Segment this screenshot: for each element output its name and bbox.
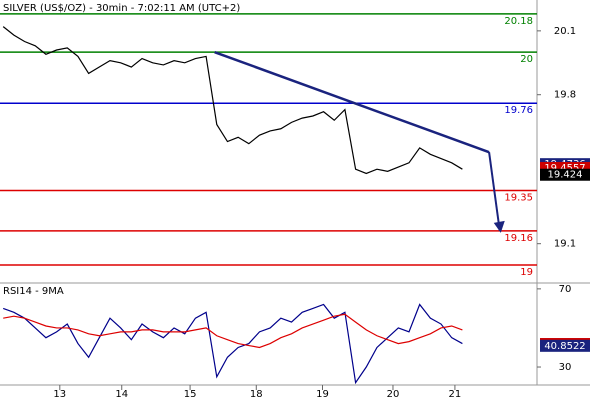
x-tick-label: 14 bbox=[115, 389, 128, 400]
y-tick-label: 19.1 bbox=[554, 239, 576, 250]
level-label: 19 bbox=[520, 267, 533, 278]
price-label-box bbox=[540, 168, 590, 181]
level-label: 20 bbox=[520, 54, 533, 65]
price-label: 19.424 bbox=[548, 170, 583, 181]
y-tick-label: 30 bbox=[559, 362, 572, 373]
x-tick-label: 20 bbox=[387, 389, 400, 400]
x-tick-label: 19 bbox=[316, 389, 329, 400]
level-label: 19.76 bbox=[504, 105, 533, 116]
y-tick-label: 70 bbox=[559, 284, 572, 295]
trendline bbox=[214, 50, 490, 154]
level-label: 19.16 bbox=[504, 233, 533, 244]
arrow-line bbox=[488, 152, 501, 232]
x-tick-label: 18 bbox=[250, 389, 263, 400]
y-tick-label: 20.1 bbox=[554, 26, 576, 37]
price-label-box bbox=[540, 339, 590, 352]
x-tick-label: 13 bbox=[53, 389, 66, 400]
series-line bbox=[3, 313, 463, 349]
y-tick-label: 19.8 bbox=[554, 90, 576, 101]
level-label: 20.18 bbox=[504, 16, 533, 27]
chart-title: SILVER (US$/OZ) - 30min - 7:02:11 AM (UT… bbox=[3, 3, 240, 14]
series-line bbox=[2, 26, 463, 175]
rsi-title: RSI14 - 9MA bbox=[3, 286, 64, 297]
arrow-head bbox=[493, 220, 505, 233]
x-tick-label: 15 bbox=[184, 389, 197, 400]
price-label: 40.8522 bbox=[544, 341, 585, 352]
level-label: 19.35 bbox=[504, 192, 533, 203]
x-tick-label: 21 bbox=[449, 389, 462, 400]
price-label: 19.4557 bbox=[544, 163, 585, 174]
